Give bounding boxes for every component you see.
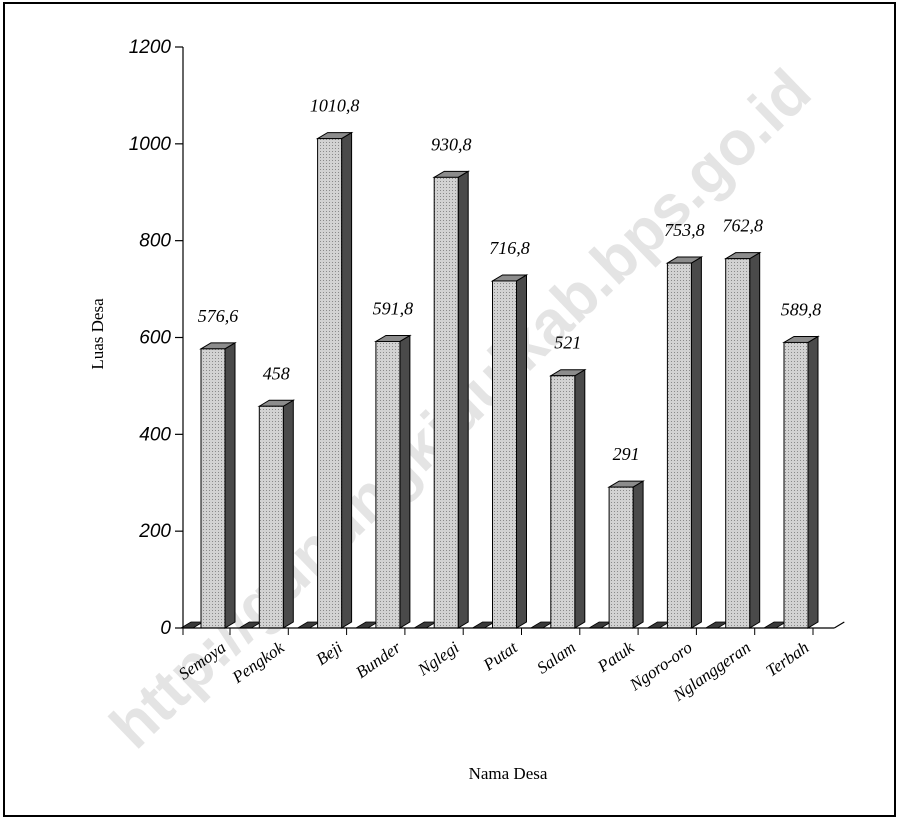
- chart-frame: http://gunungkidulkab.bps.go.id 576,6458…: [3, 2, 896, 817]
- x-axis-title: Nama Desa: [469, 764, 548, 783]
- data-label: 753,8: [664, 220, 705, 240]
- y-tick-label: 0: [160, 618, 171, 639]
- bar-side-face: [690, 256, 702, 629]
- bar-front-face: [725, 258, 751, 629]
- bar-side-face: [516, 274, 527, 629]
- y-tick-label: 800: [139, 231, 171, 252]
- data-label: 930,8: [431, 134, 472, 154]
- bar-nglegi: 930,8: [412, 134, 472, 629]
- bar-chart: http://gunungkidulkab.bps.go.id 576,6458…: [88, 37, 845, 783]
- bar-front-face: [666, 262, 692, 629]
- y-axis-title: Luas Desa: [88, 298, 107, 370]
- bar-side-face: [574, 368, 586, 629]
- x-axis-depth-line: [833, 621, 845, 629]
- x-tick-label: Nglegi: [414, 638, 463, 680]
- bar-front-face: [258, 405, 284, 629]
- bar-front-face: [550, 375, 576, 629]
- data-label: 591,8: [373, 298, 414, 318]
- bar-front-face: [783, 341, 809, 629]
- bar-floor-shadow: [296, 621, 322, 629]
- data-label: 576,6: [198, 306, 239, 326]
- bar-side-face: [399, 334, 411, 629]
- bar-semoya: 576,6: [179, 306, 239, 629]
- bar-nglanggeran: 762,8: [704, 216, 763, 629]
- bar-salam: 521: [529, 333, 587, 629]
- bar-side-face: [749, 251, 761, 629]
- bar-floor-shadow: [412, 621, 438, 629]
- y-tick-label: 1000: [129, 134, 172, 155]
- bar-side-face: [632, 480, 644, 629]
- bar-bunder: 591,8: [354, 298, 414, 629]
- data-label: 1010,8: [310, 96, 360, 116]
- bar-floor-shadow: [587, 621, 613, 629]
- bar-floor-shadow: [529, 621, 555, 629]
- bar-pengkok: 458: [237, 363, 296, 629]
- bar-front-face: [492, 280, 517, 629]
- bar-putat: 716,8: [471, 238, 530, 629]
- y-tick-label: 600: [139, 328, 171, 349]
- bar-side-face: [282, 399, 294, 629]
- bar-floor-shadow: [704, 621, 730, 629]
- bar-front-face: [375, 340, 401, 629]
- data-label: 762,8: [722, 216, 763, 236]
- x-tick-label: Bunder: [352, 637, 404, 681]
- x-tick-label: Putat: [479, 637, 522, 675]
- data-label: 291: [613, 444, 640, 464]
- x-tick-label: Beji: [313, 638, 347, 669]
- bar-floor-shadow: [471, 621, 496, 629]
- y-tick-label: 200: [138, 521, 171, 542]
- bar-side-face: [224, 341, 236, 629]
- bar-ngoro-oro: 753,8: [645, 220, 705, 629]
- bar-floor-shadow: [645, 621, 671, 629]
- bar-patuk: 291: [587, 444, 645, 629]
- x-tick-label: Patuk: [593, 637, 638, 676]
- bar-side-face: [807, 335, 819, 629]
- data-label: 716,8: [489, 238, 530, 258]
- bar-side-face: [341, 131, 353, 629]
- data-label: 458: [263, 363, 290, 383]
- bar-front-face: [608, 486, 634, 629]
- bar-front-face: [317, 138, 343, 629]
- bar-side-face: [457, 170, 469, 629]
- data-label: 589,8: [781, 299, 822, 319]
- bar-floor-shadow: [354, 621, 380, 629]
- bar-front-face: [200, 348, 226, 629]
- x-tick-label: Terbah: [762, 638, 812, 681]
- data-label: 521: [554, 333, 581, 353]
- y-tick-label: 400: [139, 424, 171, 445]
- bar-floor-shadow: [762, 621, 788, 629]
- x-tick-label: Salam: [533, 638, 579, 678]
- y-tick-label: 1200: [129, 37, 172, 58]
- bar-front-face: [433, 176, 459, 629]
- bar-terbah: 589,8: [762, 299, 822, 629]
